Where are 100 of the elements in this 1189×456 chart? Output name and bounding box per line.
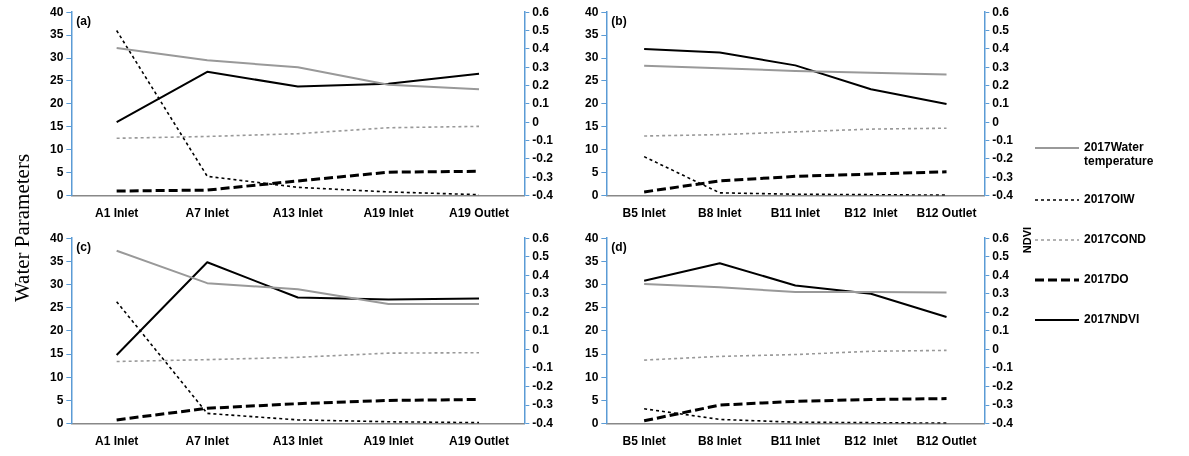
y2-tick-label: 0.5 (532, 249, 550, 264)
x-tick-label: B5 Inlet (622, 206, 666, 221)
y-tick-label: 25 (584, 73, 599, 88)
y2-axis-title: NDVI (1021, 226, 1033, 254)
y2-tick-label: 0 (532, 341, 540, 356)
y2-tick-label: -0.4 (532, 187, 554, 202)
y-tick-label: 0 (56, 415, 64, 430)
y-tick-label: 35 (584, 253, 599, 268)
line-series (643, 127, 948, 137)
y2-tick-label: -0.1 (532, 360, 554, 375)
y2-tick-label: 0.4 (532, 41, 550, 56)
y2-tick-label: -0.1 (532, 132, 554, 147)
x-tick-label: A7 Inlet (185, 434, 229, 449)
y-tick-label: 5 (591, 164, 599, 179)
y-tick-label: 30 (584, 276, 599, 291)
y2-tick-label: -0.2 (992, 378, 1014, 393)
y-tick-label: 5 (56, 164, 64, 179)
x-tick-label: B8 Inlet (698, 434, 742, 449)
x-tick-label: B11 Inlet (770, 434, 821, 449)
y2-tick-label: 0.5 (992, 22, 1010, 37)
y-tick-label: 30 (584, 50, 599, 65)
y2-tick-label: 0.4 (992, 41, 1010, 56)
y-tick-label: 30 (49, 50, 64, 65)
y-tick-label: 35 (584, 27, 599, 42)
y-tick-label: 35 (49, 253, 64, 268)
y2-tick-label: 0.2 (532, 77, 550, 92)
y-tick-label: 10 (49, 369, 64, 384)
y-tick-label: 25 (49, 300, 64, 315)
y-tick-label: 20 (584, 96, 599, 111)
y2-tick-label: 0.4 (992, 267, 1010, 282)
legend-label: 2017NDVI (1084, 312, 1141, 326)
y-tick-label: 15 (584, 119, 599, 134)
y2-tick-label: -0.3 (992, 397, 1014, 412)
y2-tick-label: 0.3 (992, 286, 1010, 301)
x-tick-label: B8 Inlet (698, 206, 742, 221)
line-series (115, 125, 480, 140)
y-tick-label: 35 (49, 27, 64, 42)
line-series (643, 349, 948, 361)
x-tick-label: A19 Inlet (363, 434, 414, 449)
y-tick-label: 40 (49, 4, 64, 19)
y2-tick-label: -0.2 (532, 151, 554, 166)
y2-tick-label: 0.5 (992, 249, 1010, 264)
y2-tick-label: -0.2 (992, 151, 1014, 166)
legend-label: 2017Water temperature (1084, 140, 1155, 168)
y2-tick-label: 0.3 (532, 59, 550, 74)
legend-label: 2017OIW (1084, 192, 1136, 206)
x-tick-label: A19 Outlet (449, 206, 510, 221)
chart-title: (c) (76, 239, 92, 254)
x-tick-label: B11 Inlet (770, 206, 821, 221)
y-tick-label: 20 (49, 323, 64, 338)
y-tick-label: 40 (584, 4, 599, 19)
x-tick-label: B12 Outlet (916, 434, 977, 449)
y2-tick-label: 0.1 (992, 96, 1010, 111)
y2-tick-label: 0.4 (532, 267, 550, 282)
y2-tick-label: -0.4 (992, 187, 1014, 202)
x-tick-label: A19 Inlet (363, 206, 414, 221)
y2-tick-label: -0.4 (532, 415, 554, 430)
x-tick-label: A1 Inlet (94, 434, 139, 449)
chart-title: (a) (76, 13, 92, 28)
y-tick-label: 10 (584, 142, 599, 157)
y2-tick-label: 0.6 (532, 4, 550, 19)
y2-tick-label: 0.2 (992, 77, 1010, 92)
y2-tick-label: -0.3 (532, 397, 554, 412)
y-tick-label: 40 (584, 230, 599, 245)
y-tick-label: 0 (56, 187, 64, 202)
y-tick-label: 5 (591, 392, 599, 407)
y2-tick-label: 0 (992, 114, 1000, 129)
x-tick-label: B5 Inlet (622, 434, 666, 449)
x-tick-label: B12 Inlet (844, 206, 898, 221)
y-tick-label: 40 (49, 230, 64, 245)
y2-tick-label: 0 (532, 114, 540, 129)
y2-tick-label: -0.4 (992, 415, 1014, 430)
y2-tick-label: 0.1 (532, 96, 550, 111)
y2-tick-label: 0.6 (992, 230, 1010, 245)
y-tick-label: 15 (49, 346, 64, 361)
line-series (643, 155, 948, 196)
y2-tick-label: 0.6 (532, 230, 550, 245)
y2-tick-label: 0.3 (532, 286, 550, 301)
line-series (115, 351, 480, 363)
y2-tick-label: 0 (992, 341, 1000, 356)
y2-tick-label: -0.1 (992, 360, 1014, 375)
y2-tick-label: 0.6 (992, 4, 1010, 19)
x-tick-label: B12 Outlet (916, 206, 977, 221)
chart-title: (b) (611, 13, 627, 28)
y2-tick-label: -0.3 (532, 169, 554, 184)
y-tick-label: 20 (49, 96, 64, 111)
y-tick-label: 5 (56, 392, 64, 407)
y-tick-label: 30 (49, 276, 64, 291)
y-tick-label: 0 (591, 415, 599, 430)
y2-tick-label: 0.5 (532, 22, 550, 37)
y2-tick-label: -0.3 (992, 169, 1014, 184)
line-series (642, 397, 949, 423)
chart-title: (d) (611, 239, 627, 254)
x-tick-label: A13 Inlet (272, 434, 323, 449)
y2-tick-label: 0.3 (992, 59, 1010, 74)
y2-tick-label: 0.2 (992, 304, 1010, 319)
y2-tick-label: -0.2 (532, 378, 554, 393)
y-tick-label: 25 (584, 300, 599, 315)
y-axis-title: Water Parameters (9, 153, 35, 303)
legend-label: 2017DO (1084, 272, 1130, 286)
